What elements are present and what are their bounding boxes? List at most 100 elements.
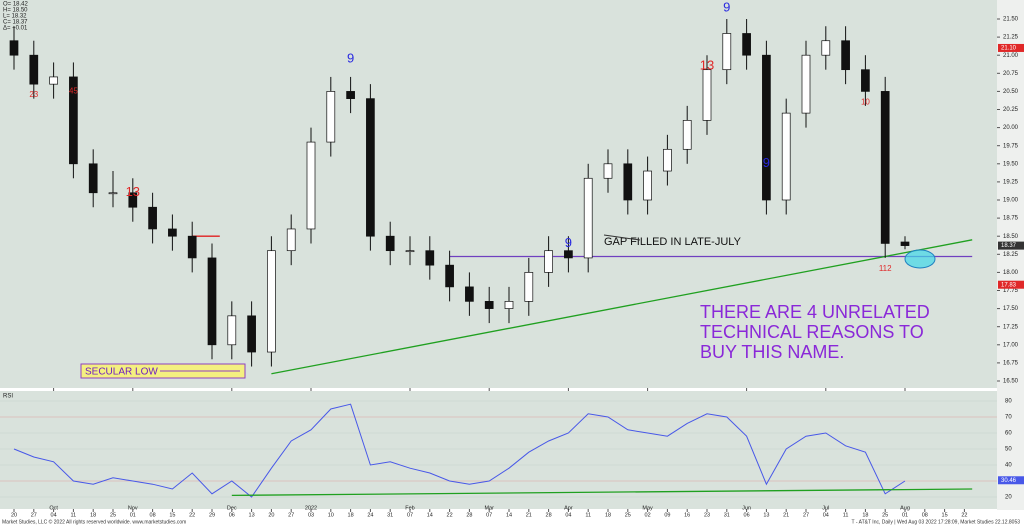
y-tick-label: 80: [1005, 399, 1012, 405]
y-tick-label: 21.00: [1003, 53, 1019, 59]
candle-body: [108, 192, 118, 195]
candle-body: [148, 206, 157, 230]
y-tick-label: 20: [1005, 495, 1012, 501]
candle-body: [484, 301, 494, 309]
x-tick-label: 25: [110, 512, 116, 518]
y-tick-label: 17.25: [1003, 324, 1019, 330]
y-tick-label: 20.25: [1003, 107, 1019, 113]
candle-body: [504, 301, 514, 309]
header-line: L= 18.32: [3, 14, 27, 20]
header-line: O= 18.42: [3, 2, 29, 8]
y-tick-label: 16.50: [1003, 379, 1019, 385]
x-tick-label: 03: [308, 512, 314, 518]
month-label: Mar: [484, 505, 494, 511]
candle-body: [880, 91, 890, 244]
candle-body: [821, 40, 831, 56]
candle-body: [465, 286, 474, 302]
y-tick-label: 18.00: [1003, 270, 1019, 276]
y-tick-label: 21.50: [1003, 17, 1019, 23]
rsi-label: RSI: [3, 394, 13, 400]
x-tick-label: 08: [150, 512, 156, 518]
candle-body: [227, 315, 237, 346]
y-tick-label: 18.25: [1003, 252, 1019, 258]
x-tick-label: 25: [625, 512, 631, 518]
y-tick-label: 21.25: [1003, 35, 1019, 41]
td-count: 9: [565, 235, 572, 250]
x-tick-label: 18: [605, 512, 611, 518]
candle-body: [366, 98, 375, 237]
x-tick-label: 11: [71, 512, 77, 518]
candle-body: [564, 250, 573, 259]
x-tick-label: 18: [90, 512, 96, 518]
td-count: 112: [879, 264, 892, 273]
x-tick-label: 11: [585, 512, 591, 518]
candle-body: [187, 235, 197, 259]
td-count: 13: [700, 57, 714, 72]
header-line: H= 18.50: [3, 8, 28, 14]
candle-body: [583, 177, 593, 259]
x-tick-label: 18: [862, 512, 868, 518]
candle-body: [682, 120, 692, 150]
candle-body: [326, 91, 336, 143]
highlight: [904, 249, 936, 269]
y-tick-label: 40: [1005, 463, 1012, 469]
candle-body: [385, 235, 395, 252]
gap-note: GAP FILLED IN LATE-JULY: [604, 236, 742, 248]
footer-left: Market Studies, LLC © 2022 All rights re…: [2, 518, 186, 525]
x-tick-label: 04: [51, 512, 57, 518]
td-count: 9: [763, 155, 770, 170]
x-tick-label: 16: [684, 512, 690, 518]
price-panel: [0, 0, 997, 388]
td-count: 45: [69, 87, 78, 96]
y-tick-label: 70: [1005, 415, 1012, 421]
x-tick-label: 13: [763, 512, 769, 518]
candle-body: [781, 112, 791, 201]
x-tick-label: 31: [387, 512, 393, 518]
candle-body: [722, 33, 732, 71]
candle-body: [445, 264, 454, 288]
header-line: C= 18.37: [3, 20, 28, 26]
header-line: Δ= +0.01: [3, 26, 28, 32]
x-tick-label: 20: [11, 512, 17, 518]
x-tick-label: 27: [803, 512, 809, 518]
rsi-panel: [0, 391, 997, 509]
x-tick-label: 27: [288, 512, 294, 518]
x-tick-label: 08: [922, 512, 928, 518]
x-tick-label: 22: [189, 512, 195, 518]
month-label: Feb: [405, 505, 414, 511]
x-tick-label: 02: [645, 512, 651, 518]
y-tick-label: 16.75: [1003, 360, 1019, 366]
reasons-line: BUY THIS NAME.: [700, 342, 844, 362]
y-tick-label: 20.75: [1003, 71, 1019, 77]
td-count: 9: [723, 0, 730, 15]
x-tick-label: 07: [407, 512, 413, 518]
x-tick-label: 22: [447, 512, 453, 518]
y-tick-label: 50: [1005, 447, 1012, 453]
month-label: Oct: [49, 505, 58, 511]
y-tick-label: 19.75: [1003, 143, 1019, 149]
y-tick-label: 17.50: [1003, 306, 1019, 312]
price-tag: [998, 241, 1024, 250]
x-tick-label: 29: [209, 512, 215, 518]
month-label: Jun: [742, 505, 751, 511]
candle-body: [861, 69, 870, 92]
x-tick-label: 25: [882, 512, 888, 518]
candle-body: [702, 69, 712, 121]
price-tag-label: 18.37: [1001, 243, 1017, 249]
reasons-line: TECHNICAL REASONS TO: [700, 322, 924, 342]
reasons-line: THERE ARE 4 UNRELATED: [700, 302, 930, 322]
td-count: 9: [347, 50, 354, 65]
x-tick-label: 06: [229, 512, 235, 518]
month-label: May: [642, 505, 653, 511]
y-tick-label: 60: [1005, 431, 1012, 437]
month-label: Apr: [564, 505, 573, 511]
y-tick-label: 19.50: [1003, 161, 1019, 167]
td-count: 23: [29, 90, 38, 99]
td-count: 10: [861, 97, 870, 106]
secular-note: SECULAR LOW: [85, 367, 158, 378]
candle-body: [168, 228, 177, 237]
candle-body: [69, 76, 78, 165]
month-label: 2022: [305, 505, 317, 511]
rsi-tag-label: 30.46: [1001, 478, 1017, 484]
td-count: 13: [126, 184, 140, 199]
